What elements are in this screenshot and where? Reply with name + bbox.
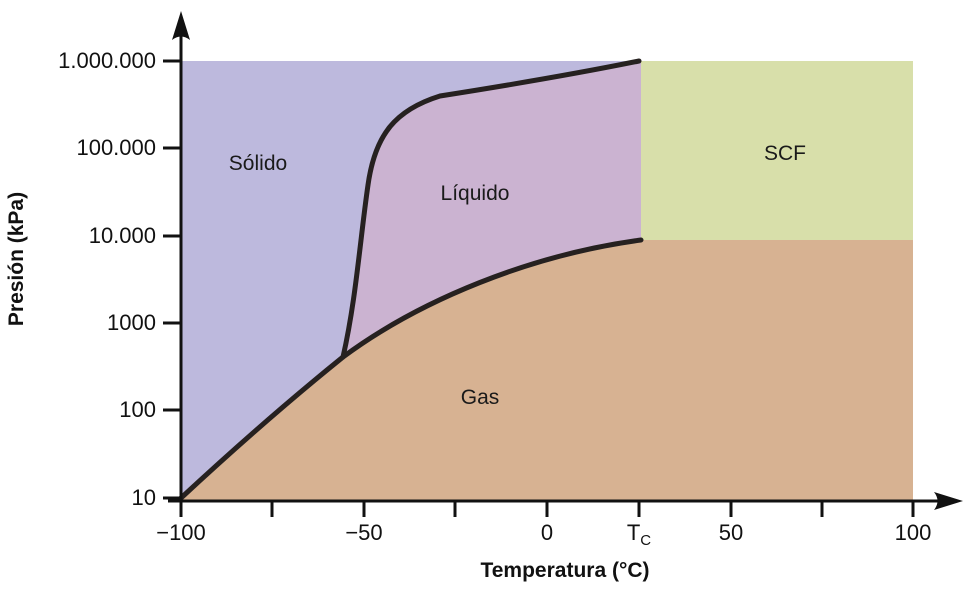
x-axis-arrow-icon bbox=[934, 492, 963, 510]
x-tick-label: −50 bbox=[345, 520, 383, 545]
y-tick-label: 100 bbox=[119, 397, 156, 422]
scf-region bbox=[641, 61, 913, 240]
x-tick-label: 0 bbox=[540, 520, 554, 545]
y-tick-label: 10.000 bbox=[88, 223, 156, 248]
critical-temp-subscript: C bbox=[640, 532, 652, 549]
x-axis-title: Temperatura (°C) bbox=[480, 559, 650, 582]
x-tick-label-critical: TC bbox=[579, 520, 699, 554]
gas-region-label: Gas bbox=[460, 386, 500, 409]
critical-temp-symbol: T bbox=[626, 520, 641, 545]
solid-region-label: Sólido bbox=[228, 152, 288, 175]
liquid-region-label: Líquido bbox=[440, 182, 510, 205]
sublimation-vaporization-curve bbox=[178, 237, 644, 501]
y-tick-label: 1.000.000 bbox=[58, 48, 156, 73]
liquid-region bbox=[343, 61, 641, 357]
y-axis-title: Presión (kPa) bbox=[5, 191, 28, 327]
fusion-curve bbox=[340, 58, 642, 360]
y-tick-label: 100.000 bbox=[76, 135, 156, 160]
y-tick-label: 10 bbox=[131, 485, 156, 510]
x-tick-label: −100 bbox=[156, 520, 206, 545]
y-tick-label: 1000 bbox=[107, 310, 156, 335]
x-tick-label: 100 bbox=[894, 520, 932, 545]
y-axis-arrow-icon bbox=[172, 11, 190, 40]
x-tick-label: 50 bbox=[718, 520, 744, 545]
gas-region bbox=[181, 240, 913, 502]
scf-region-label: SCF bbox=[764, 142, 806, 165]
axes bbox=[163, 32, 940, 517]
